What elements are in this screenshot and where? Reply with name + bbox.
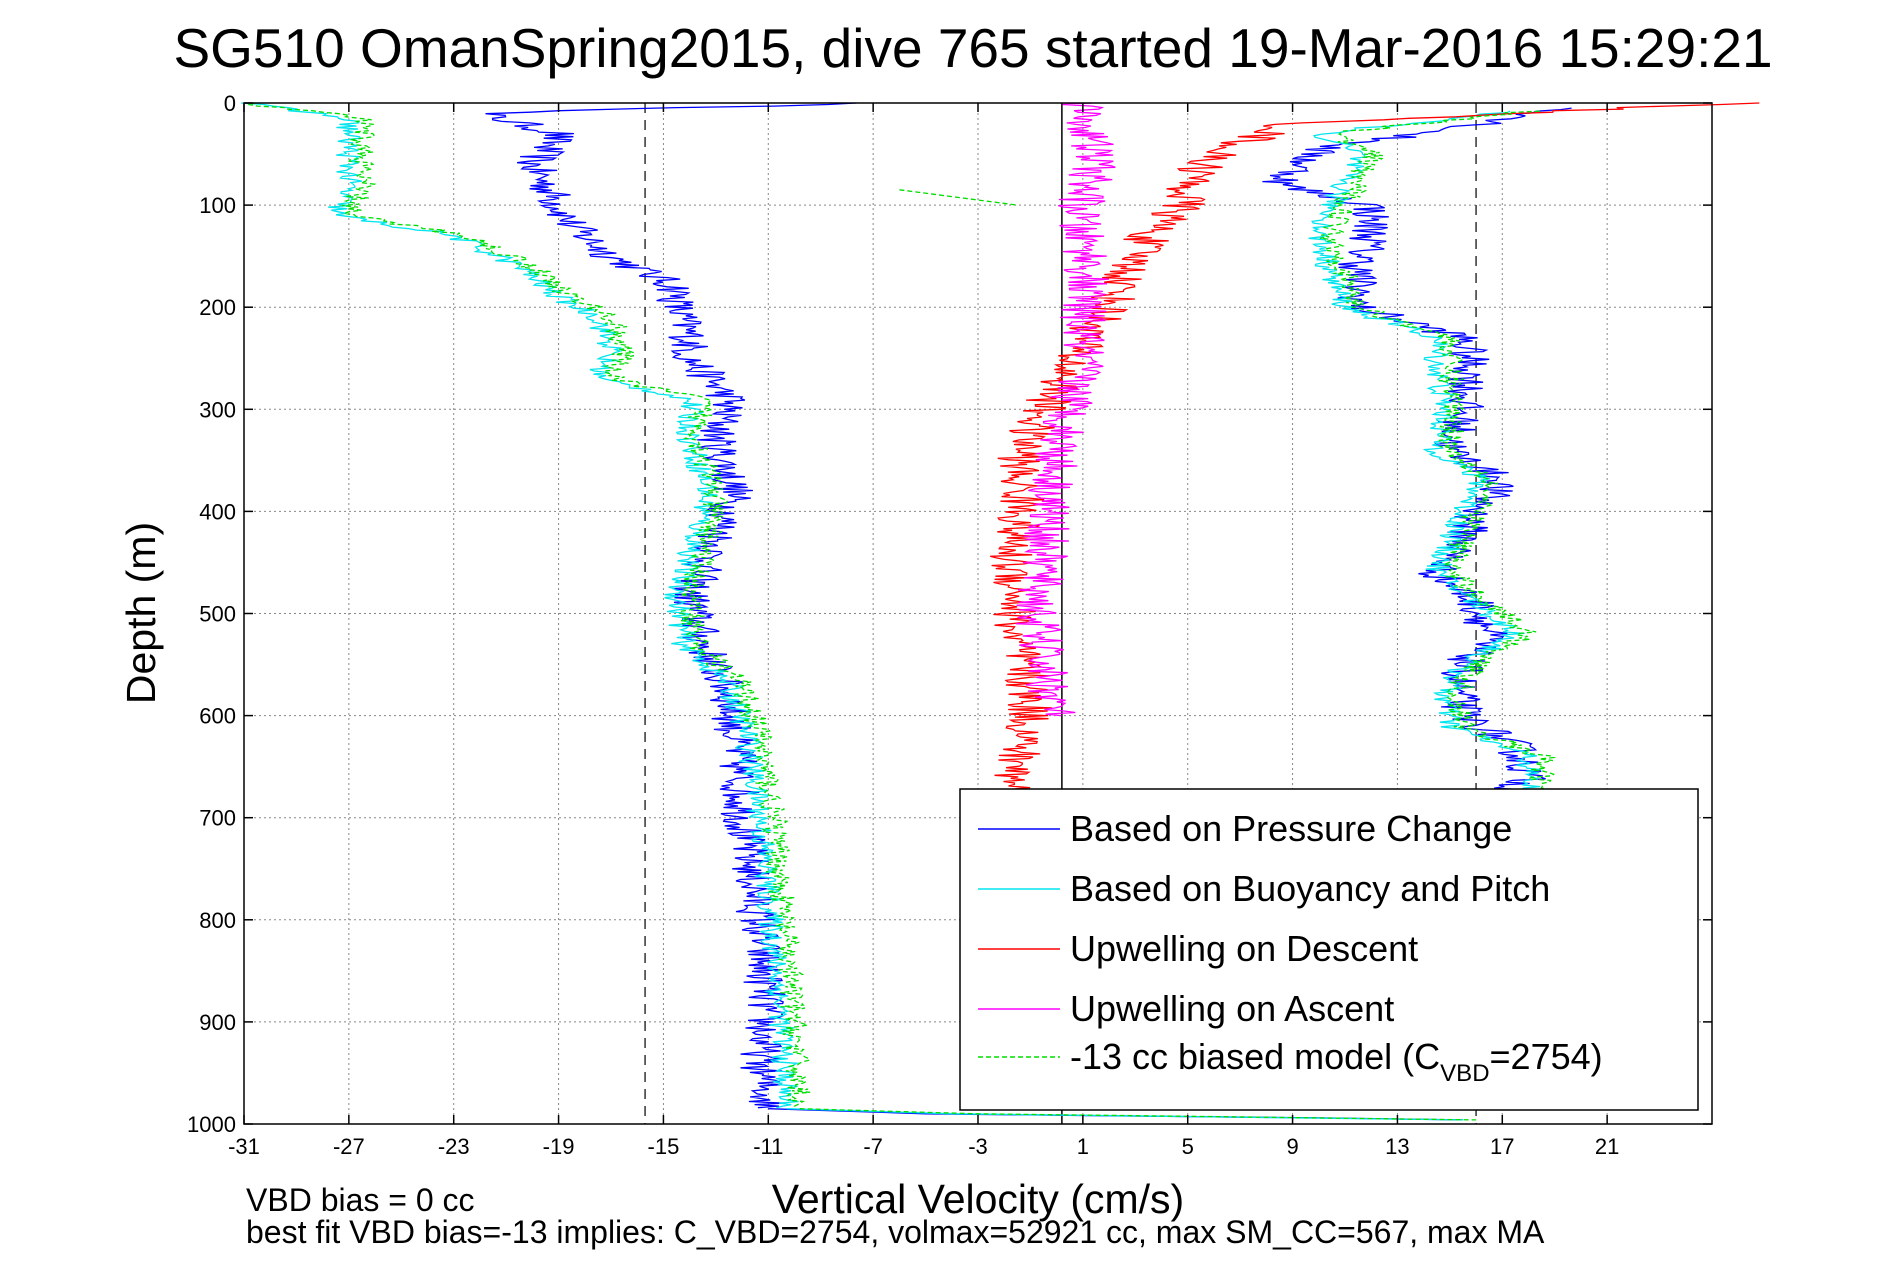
x-tick-label: -19 xyxy=(543,1134,575,1159)
x-axis-label: Vertical Velocity (cm/s) xyxy=(772,1176,1184,1222)
x-tick-label: -11 xyxy=(753,1134,783,1159)
y-tick-label: 800 xyxy=(199,908,236,933)
x-tick-label: 21 xyxy=(1595,1134,1619,1159)
series-5 xyxy=(248,102,1557,1121)
y-axis-label: Depth (m) xyxy=(118,522,164,704)
legend-label: Based on Buoyancy and Pitch xyxy=(1070,868,1550,909)
x-tick-label: 13 xyxy=(1385,1134,1409,1159)
series-line xyxy=(241,102,800,1109)
legend-box xyxy=(959,788,1699,1111)
x-tick-label: 9 xyxy=(1286,1134,1298,1159)
legend: Based on Pressure Change Based on Buoyanc… xyxy=(959,788,1699,1111)
data-series xyxy=(241,102,1760,1121)
series-line xyxy=(248,102,811,1109)
x-tick-label: 1 xyxy=(1077,1134,1089,1159)
series-line xyxy=(799,1108,1477,1121)
y-tick-label: 200 xyxy=(199,295,236,320)
y-tick-label: 900 xyxy=(199,1010,236,1035)
series-line xyxy=(1319,110,1557,798)
series-line xyxy=(988,102,1760,797)
series-line xyxy=(485,102,857,1109)
x-tick-label: -3 xyxy=(968,1134,988,1159)
series-line xyxy=(1262,107,1572,798)
y-tick-label: 300 xyxy=(199,397,236,422)
legend-label: Based on Pressure Change xyxy=(1070,808,1512,849)
y-tick-label: 1000 xyxy=(187,1112,236,1137)
vbd-bias-note: VBD bias = 0 cc xyxy=(246,1182,475,1218)
best-fit-note: best fit VBD bias=-13 implies: C_VBD=275… xyxy=(246,1214,1545,1250)
legend-label: -13 cc biased model (CVBD=2754) xyxy=(1070,1036,1603,1087)
legend-label: Upwelling on Ascent xyxy=(1070,988,1394,1029)
x-tick-label: -15 xyxy=(648,1134,680,1159)
x-tick-label: 17 xyxy=(1490,1134,1514,1159)
y-tick-label: 700 xyxy=(199,806,236,831)
x-tick-label: -27 xyxy=(333,1134,365,1159)
y-tick-label: 100 xyxy=(199,193,236,218)
x-tick-label: 5 xyxy=(1182,1134,1194,1159)
y-tick-label: 0 xyxy=(224,91,236,116)
legend-label: Upwelling on Descent xyxy=(1070,928,1418,969)
series-line xyxy=(1015,102,1116,717)
x-tick-label: -23 xyxy=(438,1134,470,1159)
series-3 xyxy=(988,102,1760,797)
x-tick-label: -7 xyxy=(863,1134,883,1159)
y-tick-label: 500 xyxy=(199,602,236,627)
series-line xyxy=(1308,110,1541,798)
axis-ticks: -31 -27 -23 -19 -15 -11 -7 -3 1 5 9 13 17 21010020030… xyxy=(187,91,1712,1159)
x-tick-label: -31 xyxy=(228,1134,260,1159)
y-tick-label: 600 xyxy=(199,704,236,729)
chart-title: SG510 OmanSpring2015, dive 765 started 1… xyxy=(173,17,1772,79)
y-tick-label: 400 xyxy=(199,499,236,524)
series-line xyxy=(899,189,1018,206)
series-4 xyxy=(1015,102,1116,717)
